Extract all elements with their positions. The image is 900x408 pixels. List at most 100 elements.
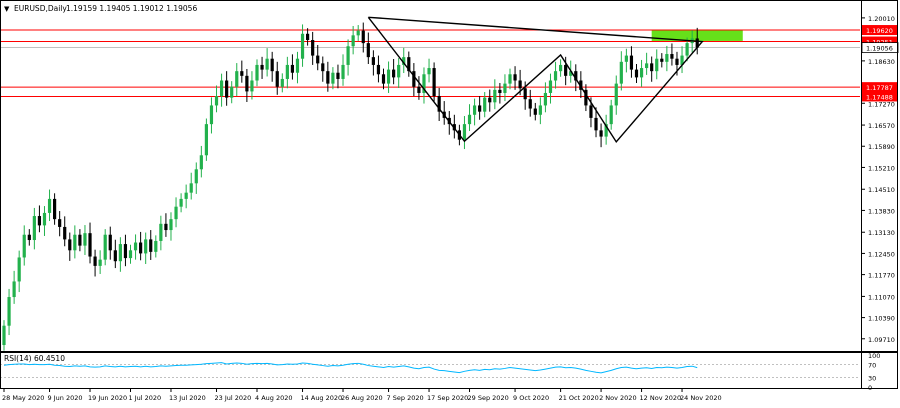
time-tick-label: 7 Sep 2020 [387, 394, 424, 402]
candle-body [478, 105, 482, 112]
candle [27, 229, 31, 246]
candle [371, 50, 375, 76]
candle [219, 73, 224, 107]
candle [629, 46, 634, 78]
candle [381, 68, 386, 90]
candle [331, 67, 335, 90]
candle [472, 98, 477, 126]
candle [392, 59, 396, 85]
candle-body [63, 226, 67, 240]
candle [604, 114, 608, 145]
price-tick-label: 1.09710 [868, 336, 895, 344]
candle-body [356, 30, 360, 36]
candle [462, 116, 467, 150]
candle-body [12, 281, 16, 298]
candle-body [675, 58, 679, 65]
candle-body [118, 244, 122, 262]
price-tick-label: 1.14510 [868, 186, 895, 194]
candle-body [27, 234, 31, 241]
candle-body [255, 64, 259, 81]
candle-body [139, 242, 143, 254]
candle [407, 51, 411, 77]
candle-body [219, 80, 224, 97]
candle [118, 237, 122, 272]
candle-body [614, 83, 618, 106]
price-tick-label: 1.12450 [868, 250, 895, 258]
rsi-tick-label: 30 [868, 374, 876, 382]
candle-body [599, 130, 603, 137]
candle-body [589, 105, 593, 118]
candle-body [609, 105, 613, 125]
candle [68, 232, 72, 261]
candle [564, 56, 568, 86]
candle-body [68, 239, 72, 251]
level-price-label: 1.19620 [866, 27, 893, 35]
candle [285, 56, 289, 89]
candle-body [660, 58, 664, 62]
candle [660, 53, 664, 68]
candle [73, 225, 77, 259]
candle [437, 87, 441, 122]
candle-body [32, 216, 36, 241]
time-tick-label: 24 Nov 2020 [680, 394, 722, 402]
candle-body [108, 234, 112, 251]
candle [386, 61, 391, 93]
candle [270, 51, 274, 82]
candle [240, 60, 244, 83]
candle [154, 235, 158, 258]
candle [103, 229, 107, 266]
candle [422, 67, 426, 104]
candle [670, 43, 674, 66]
symbol-dropdown-icon[interactable]: ▼ [4, 5, 10, 13]
candle-body [169, 219, 173, 231]
candle-body [665, 54, 669, 62]
candle [493, 79, 497, 110]
candle-body [402, 57, 406, 65]
candle [63, 216, 67, 247]
candle [194, 162, 198, 194]
candle-body [543, 92, 548, 106]
candle-body [407, 57, 411, 72]
candle [311, 31, 315, 65]
candle-body [579, 80, 583, 90]
candle [306, 28, 310, 46]
candle [467, 104, 472, 131]
candle-body [123, 244, 128, 259]
candle-body [184, 192, 188, 199]
candle-body [624, 55, 628, 62]
candle [478, 96, 482, 120]
candle-body [493, 89, 497, 103]
candle-body [235, 71, 239, 87]
candle-body [240, 71, 244, 76]
candle-body [209, 105, 214, 125]
time-tick-label: 14 Aug 2020 [301, 394, 343, 402]
candle [42, 206, 47, 236]
candle [417, 76, 421, 100]
candle-body [93, 256, 97, 266]
candle [346, 39, 350, 76]
candle-body [250, 80, 254, 92]
candle [614, 75, 618, 115]
candle-body [199, 155, 203, 170]
candle [609, 99, 613, 130]
candle-body [270, 58, 274, 72]
candle-body [412, 71, 416, 87]
candle-body [285, 64, 289, 79]
candle-body [331, 72, 335, 84]
symbol-timeframe-label: EURUSD,Daily [14, 4, 67, 13]
candle [341, 54, 345, 86]
candle-body [179, 198, 183, 207]
candle-body [7, 297, 11, 326]
candle [321, 56, 325, 82]
candle-body [73, 234, 77, 251]
candle-body [265, 58, 269, 70]
candle-body [78, 234, 82, 246]
price-tick-label: 1.17270 [868, 100, 895, 108]
candle [184, 184, 188, 209]
candle [22, 225, 26, 266]
price-tick-label: 1.13830 [868, 207, 895, 215]
candle [402, 47, 406, 74]
candle [12, 270, 16, 304]
